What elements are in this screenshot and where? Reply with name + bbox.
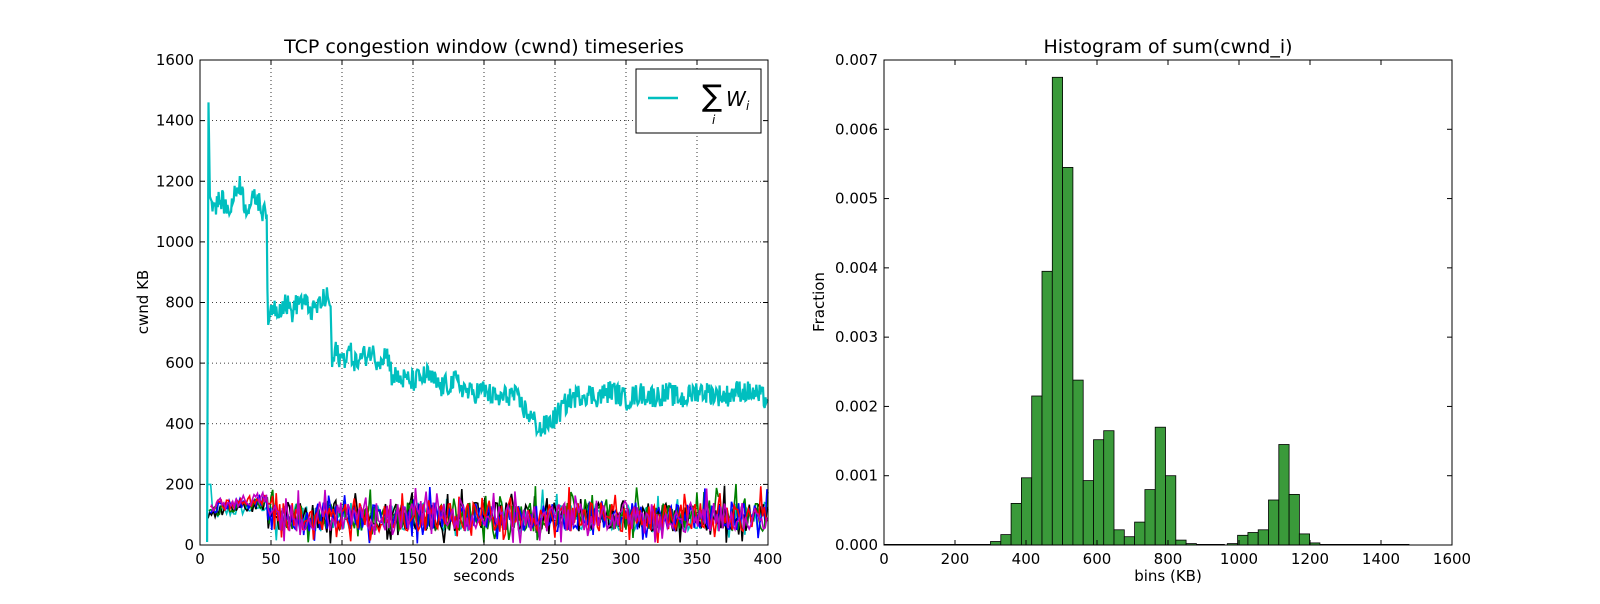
histogram-bar: [1154, 426, 1166, 546]
histogram-bar: [1288, 493, 1300, 546]
right-y-tick-label: 0.006: [835, 120, 878, 138]
right-y-tick-label: 0.001: [835, 467, 878, 485]
histogram-bar: [1165, 475, 1177, 546]
right-chart-title: Histogram of sum(cwnd_i): [1043, 36, 1292, 58]
histogram-bar: [1041, 270, 1053, 546]
left-y-tick-label: 1000: [156, 233, 194, 251]
left-x-tick-label: 150: [399, 550, 428, 568]
histogram-bar: [1278, 444, 1290, 546]
right-x-tick-labels: 0 200 400 600 800 1000 1200 1400 1600: [879, 550, 1471, 568]
right-x-tick-label: 1600: [1433, 550, 1471, 568]
histogram-bar: [1257, 529, 1269, 546]
left-y-tick-label: 600: [165, 354, 194, 372]
left-x-tick-label: 50: [261, 550, 280, 568]
histogram-bar: [1103, 430, 1115, 546]
histogram-bar: [1175, 539, 1187, 546]
right-y-tick-label: 0.002: [835, 397, 878, 415]
right-ticks: [883, 59, 1453, 546]
left-x-tick-label: 400: [754, 550, 783, 568]
left-x-tick-label: 300: [612, 550, 641, 568]
histogram-bar: [1082, 480, 1094, 546]
sum-cwnd-line: [206, 102, 769, 543]
right-y-tick-label: 0.004: [835, 259, 878, 277]
left-y-axis-label: cwnd KB: [134, 270, 152, 334]
legend-sum-index: i: [712, 113, 716, 127]
histogram-bar: [1093, 439, 1105, 546]
left-y-tick-label: 1400: [156, 112, 194, 130]
legend: ∑ W i i: [635, 68, 762, 134]
right-y-tick-labels: 0.000 0.001 0.002 0.003 0.004 0.005 0.006 0.007: [835, 51, 878, 554]
right-x-tick-label: 0: [879, 550, 889, 568]
left-x-tick-label: 100: [328, 550, 357, 568]
left-y-tick-label: 1200: [156, 172, 194, 190]
legend-box: [635, 68, 762, 134]
right-axes-frame: [883, 59, 1453, 546]
flow-line: [210, 488, 768, 544]
legend-variable: W: [726, 87, 747, 111]
histogram-bar: [1113, 529, 1125, 546]
right-x-tick-label: 400: [1012, 550, 1041, 568]
left-y-tick-label: 200: [165, 475, 194, 493]
histogram-bar: [1072, 379, 1084, 546]
right-x-tick-label: 600: [1083, 550, 1112, 568]
right-x-tick-label: 1000: [1220, 550, 1258, 568]
left-ticks: [199, 59, 769, 546]
right-y-axis-label: Fraction: [810, 272, 828, 332]
histogram-bars: [884, 76, 1410, 546]
left-y-tick-label: 400: [165, 415, 194, 433]
histogram-bar: [1134, 521, 1146, 546]
histogram-bar: [1010, 502, 1022, 546]
left-y-tick-label: 800: [165, 294, 194, 312]
legend-sum-symbol: ∑: [702, 79, 722, 114]
legend-subscript: i: [746, 99, 750, 113]
right-x-tick-label: 1200: [1291, 550, 1329, 568]
left-x-axis-label: seconds: [453, 567, 514, 585]
left-grid: [200, 60, 768, 545]
left-y-tick-labels: 0 200 400 600 800 1000 1200 1400 1600: [156, 51, 194, 554]
left-y-tick-label: 1600: [156, 51, 194, 69]
right-x-tick-label: 200: [941, 550, 970, 568]
right-x-tick-label: 800: [1154, 550, 1183, 568]
histogram-chart: 0 200 400 600 800 1000 1200 1400 1600 0.000 0.001…: [810, 36, 1471, 585]
histogram-bar: [1031, 395, 1043, 546]
histogram-bar: [1247, 532, 1259, 546]
histogram-bar: [1000, 534, 1012, 546]
histogram-bar: [1298, 533, 1311, 546]
histogram-bar: [1062, 166, 1074, 546]
flow-lines: [207, 483, 769, 544]
left-x-tick-label: 0: [195, 550, 205, 568]
histogram-bar: [1021, 477, 1033, 546]
histogram-bar: [1268, 499, 1280, 546]
right-y-tick-label: 0.003: [835, 328, 878, 346]
left-chart-title: TCP congestion window (cwnd) timeseries: [283, 36, 684, 58]
right-y-tick-label: 0.007: [835, 51, 878, 69]
histogram-bar: [1144, 489, 1156, 546]
histogram-bar: [990, 541, 1002, 546]
left-x-tick-label: 350: [683, 550, 712, 568]
right-x-axis-label: bins (KB): [1134, 567, 1202, 585]
left-y-tick-label: 0: [184, 536, 194, 554]
left-x-tick-labels: 0 50 100 150 200 250 300 350 400: [195, 550, 782, 568]
right-x-tick-label: 1400: [1362, 550, 1400, 568]
cwnd-timeseries-chart: 0 50 100 150 200 250 300 350 400 0 200 400 600 800 10…: [134, 36, 782, 585]
histogram-bar: [1051, 76, 1064, 546]
right-y-tick-label: 0.000: [835, 536, 878, 554]
histogram-bar: [1123, 536, 1136, 546]
left-x-tick-label: 250: [541, 550, 570, 568]
right-y-tick-label: 0.005: [835, 190, 878, 208]
left-x-tick-label: 200: [470, 550, 499, 568]
